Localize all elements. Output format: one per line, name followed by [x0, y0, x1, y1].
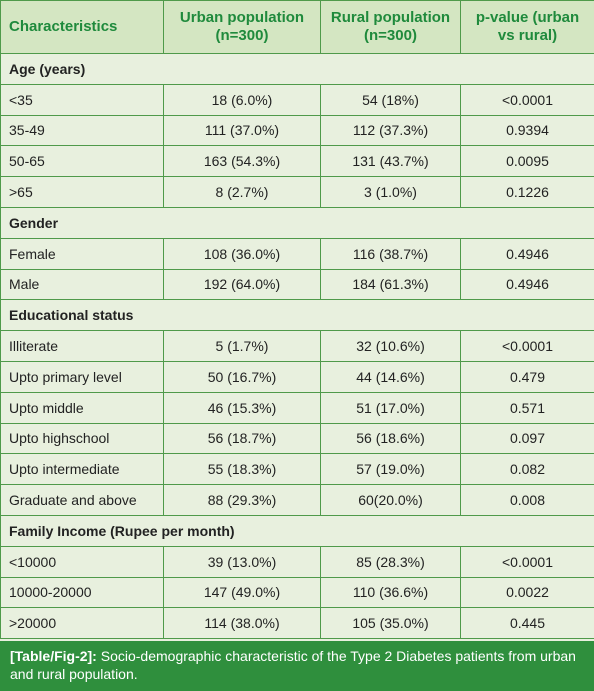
header-cell: Characteristics [0, 0, 164, 54]
value-cell: 8 (2.7%) [163, 176, 321, 208]
caption-label: [Table/Fig-2]: [10, 648, 97, 664]
value-cell: 0.571 [460, 391, 594, 424]
value-cell: 60(20.0%) [320, 484, 461, 516]
value-cell: 0.097 [460, 422, 594, 455]
data-row: Upto highschool 56 (18.7%) 56 (18.6%) 0.097 [0, 422, 594, 455]
data-row: <10000 39 (13.0%) 85 (28.3%) <0.0001 [0, 545, 594, 578]
data-row: <35 18 (6.0%) 54 (18%) <0.0001 [0, 83, 594, 116]
value-cell: <0.0001 [460, 83, 594, 116]
value-cell: 112 (37.3%) [320, 114, 461, 147]
value-cell: 32 (10.6%) [320, 330, 461, 362]
data-row: 50-65 163 (54.3%) 131 (43.7%) 0.0095 [0, 145, 594, 178]
row-label: 50-65 [0, 145, 164, 178]
row-label: >20000 [0, 607, 164, 640]
row-label: >65 [0, 176, 164, 208]
value-cell: 0.445 [460, 607, 594, 640]
value-cell: 88 (29.3%) [163, 484, 321, 516]
value-cell: 39 (13.0%) [163, 545, 321, 578]
row-label: <10000 [0, 545, 164, 578]
header-cell: Rural population (n=300) [320, 0, 461, 54]
data-row: Male 192 (64.0%) 184 (61.3%) 0.4946 [0, 268, 594, 301]
data-row: Upto middle 46 (15.3%) 51 (17.0%) 0.571 [0, 391, 594, 424]
row-label: 35-49 [0, 114, 164, 147]
value-cell: 192 (64.0%) [163, 268, 321, 301]
value-cell: 111 (37.0%) [163, 114, 321, 147]
data-row: Female 108 (36.0%) 116 (38.7%) 0.4946 [0, 237, 594, 270]
value-cell: 0.1226 [460, 176, 594, 208]
row-label: <35 [0, 83, 164, 116]
value-cell: 184 (61.3%) [320, 268, 461, 301]
row-label: Upto primary level [0, 360, 164, 393]
row-label: Upto intermediate [0, 453, 164, 486]
section-row: Age (years) [0, 53, 594, 85]
header-row: Characteristics Urban population (n=300) R… [0, 0, 594, 54]
section-title: Gender [0, 206, 594, 239]
value-cell: 0.082 [460, 453, 594, 486]
row-label: Upto middle [0, 391, 164, 424]
value-cell: 110 (36.6%) [320, 576, 461, 609]
value-cell: 55 (18.3%) [163, 453, 321, 486]
value-cell: 50 (16.7%) [163, 360, 321, 393]
value-cell: 57 (19.0%) [320, 453, 461, 486]
data-row: Illiterate 5 (1.7%) 32 (10.6%) <0.0001 [0, 330, 594, 362]
row-label: Male [0, 268, 164, 301]
value-cell: <0.0001 [460, 330, 594, 362]
value-cell: 44 (14.6%) [320, 360, 461, 393]
value-cell: 54 (18%) [320, 83, 461, 116]
header-cell: p-value (urban vs rural) [460, 0, 594, 54]
value-cell: 131 (43.7%) [320, 145, 461, 178]
value-cell: 0.4946 [460, 237, 594, 270]
row-label: Graduate and above [0, 484, 164, 516]
row-label: Illiterate [0, 330, 164, 362]
value-cell: 85 (28.3%) [320, 545, 461, 578]
value-cell: 51 (17.0%) [320, 391, 461, 424]
value-cell: 105 (35.0%) [320, 607, 461, 640]
data-row: >20000 114 (38.0%) 105 (35.0%) 0.445 [0, 607, 594, 640]
section-row: Educational status [0, 299, 594, 332]
data-row: >65 8 (2.7%) 3 (1.0%) 0.1226 [0, 176, 594, 208]
value-cell: 0.9394 [460, 114, 594, 147]
value-cell: 0.479 [460, 360, 594, 393]
section-title: Educational status [0, 299, 594, 332]
value-cell: 3 (1.0%) [320, 176, 461, 208]
section-row: Gender [0, 206, 594, 239]
row-label: Female [0, 237, 164, 270]
data-row: Graduate and above 88 (29.3%) 60(20.0%) 0.0… [0, 484, 594, 516]
value-cell: 56 (18.6%) [320, 422, 461, 455]
value-cell: <0.0001 [460, 545, 594, 578]
value-cell: 114 (38.0%) [163, 607, 321, 640]
value-cell: 163 (54.3%) [163, 145, 321, 178]
table: Characteristics Urban population (n=300) R… [0, 0, 594, 640]
data-row: Upto intermediate 55 (18.3%) 57 (19.0%) 0.0… [0, 453, 594, 486]
value-cell: 56 (18.7%) [163, 422, 321, 455]
value-cell: 0.0022 [460, 576, 594, 609]
row-label: 10000-20000 [0, 576, 164, 609]
section-title: Family Income (Rupee per month) [0, 514, 594, 547]
value-cell: 0.4946 [460, 268, 594, 301]
value-cell: 0.008 [460, 484, 594, 516]
data-row: 10000-20000 147 (49.0%) 110 (36.6%) 0.0022 [0, 576, 594, 609]
value-cell: 147 (49.0%) [163, 576, 321, 609]
data-row: Upto primary level 50 (16.7%) 44 (14.6%) 0.… [0, 360, 594, 393]
data-row: 35-49 111 (37.0%) 112 (37.3%) 0.9394 [0, 114, 594, 147]
section-row: Family Income (Rupee per month) [0, 514, 594, 547]
value-cell: 108 (36.0%) [163, 237, 321, 270]
value-cell: 0.0095 [460, 145, 594, 178]
value-cell: 116 (38.7%) [320, 237, 461, 270]
caption-text: Socio-demographic characteristic of the … [10, 648, 576, 682]
value-cell: 5 (1.7%) [163, 330, 321, 362]
value-cell: 18 (6.0%) [163, 83, 321, 116]
section-title: Age (years) [0, 53, 594, 85]
caption: [Table/Fig-2]: Socio-demographic charact… [0, 641, 594, 691]
value-cell: 46 (15.3%) [163, 391, 321, 424]
header-cell: Urban population (n=300) [163, 0, 321, 54]
row-label: Upto highschool [0, 422, 164, 455]
